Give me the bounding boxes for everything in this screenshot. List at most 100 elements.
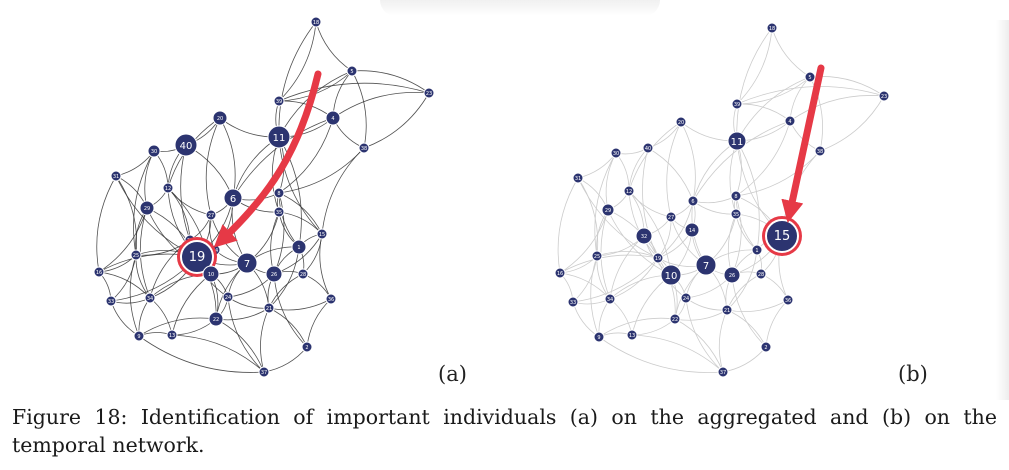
node-label: 12 [626, 189, 632, 195]
node-34[interactable]: 34 [604, 293, 616, 305]
node-label: 20 [678, 120, 684, 126]
node-6[interactable]: 6 [223, 188, 243, 208]
node-9[interactable]: 9 [593, 331, 605, 343]
edge-5-39 [278, 70, 353, 103]
node-27[interactable]: 27 [665, 211, 677, 223]
node-36[interactable]: 36 [325, 293, 337, 305]
node-11[interactable]: 11 [267, 125, 291, 149]
node-label: 28 [758, 272, 764, 278]
node-26[interactable]: 26 [723, 266, 741, 284]
edges [557, 27, 885, 373]
node-38[interactable]: 38 [358, 142, 370, 154]
node-28[interactable]: 28 [297, 268, 309, 280]
node-16[interactable]: 16 [93, 266, 105, 278]
edge-5-38 [351, 70, 367, 149]
node-19[interactable]: 19 [652, 252, 664, 264]
node-15[interactable]: 15 [762, 216, 802, 256]
node-label: 31 [113, 174, 119, 180]
node-26[interactable]: 26 [265, 265, 283, 283]
node-40[interactable]: 40 [174, 133, 198, 157]
edge-36-2 [765, 299, 789, 348]
node-8[interactable]: 8 [730, 190, 742, 202]
node-7[interactable]: 7 [695, 254, 717, 276]
edge-19-34 [609, 257, 659, 300]
node-6[interactable]: 6 [687, 195, 699, 207]
figure-caption: Figure 18: Identification of important i… [12, 405, 997, 457]
node-33[interactable]: 33 [567, 296, 579, 308]
node-25[interactable]: 25 [591, 250, 603, 262]
node-11[interactable]: 11 [727, 131, 747, 151]
node-38[interactable]: 38 [814, 145, 826, 157]
node-1[interactable]: 1 [751, 244, 763, 256]
node-label: 1 [297, 245, 300, 251]
node-14[interactable]: 14 [684, 222, 700, 238]
node-37[interactable]: 37 [717, 366, 729, 378]
node-23[interactable]: 23 [423, 87, 435, 99]
figure: 1852339411204030383112682927353214151197… [93, 0, 980, 400]
edge-18-39 [736, 27, 773, 105]
edge-35-1 [735, 213, 758, 251]
node-21[interactable]: 21 [721, 304, 733, 316]
node-2[interactable]: 2 [760, 341, 772, 353]
node-33[interactable]: 33 [105, 295, 117, 307]
node-35[interactable]: 35 [730, 208, 742, 220]
node-label: 16 [96, 270, 102, 276]
node-1[interactable]: 1 [291, 239, 307, 255]
node-20[interactable]: 20 [212, 110, 228, 126]
node-23[interactable]: 23 [878, 90, 890, 102]
node-29[interactable]: 29 [601, 203, 615, 217]
node-2[interactable]: 2 [301, 341, 313, 353]
node-24[interactable]: 24 [222, 291, 234, 303]
node-label: 25 [594, 254, 600, 260]
node-39[interactable]: 39 [731, 98, 743, 110]
node-5[interactable]: 5 [804, 71, 816, 83]
node-29[interactable]: 29 [139, 200, 155, 216]
node-27[interactable]: 27 [205, 209, 217, 221]
node-22[interactable]: 22 [208, 311, 224, 327]
node-13[interactable]: 13 [626, 329, 638, 341]
node-18[interactable]: 18 [766, 22, 778, 34]
node-39[interactable]: 39 [273, 95, 285, 107]
node-10[interactable]: 10 [202, 265, 220, 283]
node-30[interactable]: 30 [610, 147, 622, 159]
edge-24-21 [685, 297, 728, 311]
node-15[interactable]: 15 [316, 228, 328, 240]
node-24[interactable]: 24 [680, 292, 692, 304]
node-32[interactable]: 32 [635, 227, 653, 245]
scan-shadow-edge [996, 20, 1009, 400]
node-16[interactable]: 16 [554, 267, 566, 279]
node-label: 22 [672, 317, 678, 323]
node-18[interactable]: 18 [310, 16, 322, 28]
edge-4-6 [692, 120, 791, 202]
node-7[interactable]: 7 [236, 252, 258, 274]
node-12[interactable]: 12 [162, 182, 174, 194]
node-28[interactable]: 28 [755, 268, 767, 280]
node-20[interactable]: 20 [675, 116, 687, 128]
node-4[interactable]: 4 [784, 115, 796, 127]
node-37[interactable]: 37 [258, 366, 270, 378]
node-35[interactable]: 35 [273, 206, 285, 218]
node-34[interactable]: 34 [144, 292, 156, 304]
node-30[interactable]: 30 [147, 144, 161, 158]
node-31[interactable]: 31 [572, 172, 584, 184]
node-12[interactable]: 12 [623, 185, 635, 197]
panel-temporal-network: 18 5 23 39 4 11 20 40 30 38 31 12 6 8 29 27 35 32 14 15 1 19 7… [500, 0, 980, 400]
node-40[interactable]: 40 [642, 142, 654, 154]
node-25[interactable]: 25 [130, 249, 142, 261]
node-21[interactable]: 21 [263, 302, 275, 314]
node-10[interactable]: 10 [660, 264, 682, 286]
node-36[interactable]: 36 [782, 294, 794, 306]
node-13[interactable]: 13 [166, 329, 178, 341]
edge-24-37 [685, 297, 724, 373]
node-5[interactable]: 5 [346, 65, 358, 77]
node-22[interactable]: 22 [669, 313, 681, 325]
node-8[interactable]: 8 [273, 187, 285, 199]
node-31[interactable]: 31 [110, 170, 122, 182]
edge-19-16 [559, 254, 659, 274]
node-label: 24 [683, 296, 689, 302]
edge-25-33 [110, 254, 137, 302]
edge-28-36 [760, 273, 789, 301]
node-4[interactable]: 4 [325, 110, 341, 126]
node-9[interactable]: 9 [133, 330, 145, 342]
network-graph-a: 1852339411204030383112682927353214151197… [93, 16, 435, 378]
